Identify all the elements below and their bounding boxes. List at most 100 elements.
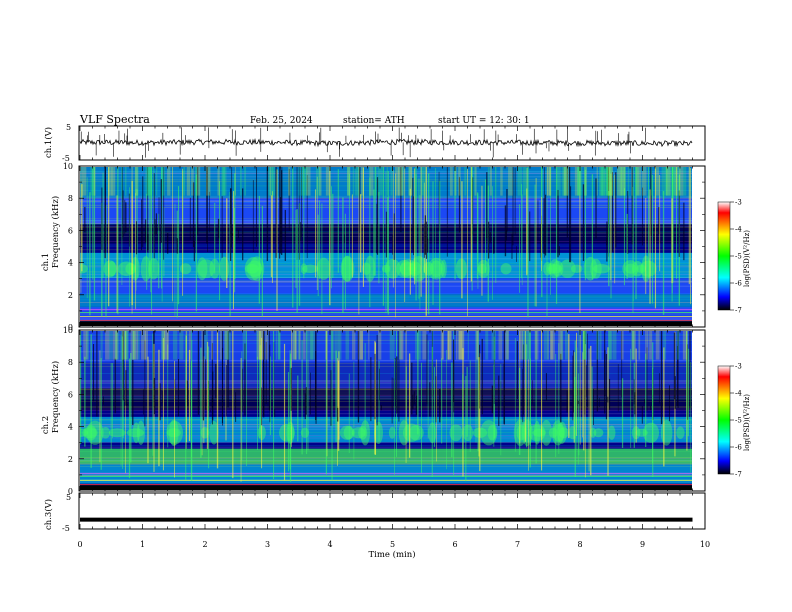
spectrogram-emission	[362, 262, 371, 275]
spectrogram-haze	[646, 331, 649, 360]
spectrogram-haze	[666, 167, 671, 196]
spectrogram-haze	[186, 167, 191, 196]
spectrogram-haze	[155, 167, 158, 196]
spectrogram-haze	[167, 167, 171, 196]
spectrogram-haze	[564, 331, 569, 360]
spectrogram-haze	[584, 167, 588, 196]
spectrogram-haze	[577, 167, 583, 196]
colorbar-tick-label: -7	[735, 307, 742, 315]
spectrogram-emission	[402, 423, 421, 442]
spectrogram-haze	[227, 331, 231, 360]
spectrogram-haze	[287, 167, 291, 196]
spectrogram-haze	[627, 167, 630, 196]
spectrogram-haze	[623, 167, 626, 196]
spectrogram-haze	[259, 331, 264, 360]
spectrogram-haze	[105, 331, 110, 360]
spectrogram-haze	[166, 331, 168, 360]
spectrogram-haze	[135, 167, 138, 196]
spectrogram-haze	[671, 167, 676, 196]
colorbar-tick-label: -6	[735, 444, 742, 452]
spectrogram-emission	[440, 259, 447, 279]
spectrogram-haze	[386, 167, 389, 196]
spectrogram-haze	[377, 167, 381, 196]
spectrogram-haze	[608, 331, 613, 360]
colorbar-ch2-gradient	[717, 365, 731, 475]
spectrogram-emission	[107, 261, 117, 277]
colorbar-ch2: -3 -4 -5 -6 -7 log(PSD)(V²/Hz)	[717, 363, 751, 479]
spectrogram-haze	[112, 331, 117, 360]
spectrogram-haze	[368, 331, 370, 360]
spectrogram-haze	[475, 331, 479, 360]
spectrogram-haze	[374, 167, 377, 196]
spectrogram-haze	[458, 331, 460, 360]
spectrogram-haze	[258, 331, 263, 360]
ch3-waveform-line	[80, 517, 693, 522]
spectrogram-haze	[183, 167, 186, 196]
ch1-waveform-line	[79, 137, 693, 148]
ch3-ytick-min: -5	[62, 524, 70, 533]
spectrogram-emission	[399, 262, 416, 276]
spectrogram-haze	[389, 331, 395, 360]
spectrogram-haze	[574, 167, 579, 196]
spectrogram-emission	[125, 262, 137, 275]
spectrogram-haze	[369, 167, 371, 196]
spectrogram-haze	[137, 331, 140, 360]
spectrogram-haze	[596, 167, 598, 196]
spectrogram-haze	[622, 167, 626, 196]
spectrogram-haze	[441, 331, 445, 360]
spectrogram-haze	[599, 331, 602, 360]
spectrogram-emission	[556, 421, 567, 444]
spectrogram-haze	[222, 167, 227, 196]
spectrogram-emission	[196, 257, 208, 281]
spectrogram-haze	[306, 167, 311, 196]
spectrogram-haze	[459, 331, 464, 360]
spectrogram-haze	[292, 331, 297, 360]
spectrogram-emission	[540, 419, 553, 446]
spectrogram-haze	[265, 331, 269, 360]
ch1-ticks	[79, 126, 706, 160]
spectrogram-haze	[617, 167, 619, 196]
spectrogram-haze	[676, 331, 680, 360]
spectrogram-haze	[114, 331, 120, 360]
spectrogram-emission	[676, 426, 685, 439]
spectrogram-haze	[408, 167, 412, 196]
colorbar-tick-label: -5	[735, 253, 742, 261]
spectrogram-emission	[660, 419, 673, 446]
spectrogram-haze	[399, 167, 404, 196]
spectrogram-haze	[126, 331, 129, 360]
spectrogram-haze	[90, 167, 94, 196]
spectrogram-haze	[454, 167, 457, 196]
spectrogram-emission	[132, 422, 140, 444]
x-tick-label: 1	[140, 540, 145, 549]
spectrogram-haze	[162, 167, 165, 196]
spectrogram-haze	[346, 167, 351, 196]
spectrogram-haze	[196, 167, 201, 196]
spectrogram-emission	[219, 256, 230, 281]
spectrogram-emission	[449, 424, 463, 442]
spectrogram-haze	[268, 167, 274, 196]
spectrogram-haze	[541, 167, 543, 196]
spectrogram-band	[80, 306, 692, 323]
spectrogram-haze	[219, 331, 222, 360]
spectrogram-haze	[132, 331, 134, 360]
spectrogram-band	[80, 331, 692, 363]
spectrogram-emission	[140, 256, 152, 282]
spectrogram-haze	[272, 167, 276, 196]
spectrogram-haze	[598, 167, 603, 196]
spectrogram-haze	[505, 331, 509, 360]
ch2-spectrogram-image	[80, 331, 692, 490]
spectrogram-haze	[584, 167, 587, 196]
spectrogram-haze	[617, 167, 623, 196]
colorbar-tick-label: -6	[735, 280, 742, 288]
y-tick-label: 2	[68, 291, 73, 300]
ch3-waveform-panel: 5 -5 ch.3(V)	[43, 492, 706, 533]
spectrogram-haze	[297, 331, 301, 360]
spectrogram-haze	[398, 331, 401, 360]
spectrogram-haze	[398, 167, 400, 196]
spectrogram-haze	[440, 331, 444, 360]
spectrogram-haze	[130, 331, 135, 360]
spectrogram-haze	[619, 167, 623, 196]
spectrogram-emission	[399, 259, 417, 279]
spectrogram-band	[80, 362, 692, 389]
spectrogram-haze	[100, 331, 103, 360]
